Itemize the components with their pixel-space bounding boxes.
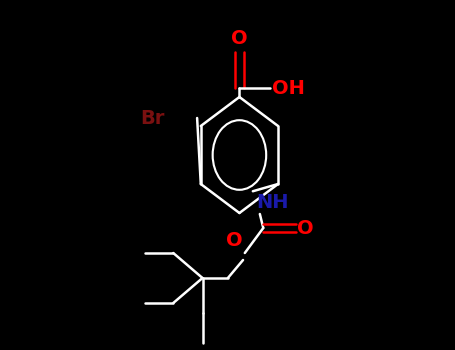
- Text: O: O: [231, 29, 248, 49]
- Text: Br: Br: [140, 108, 165, 127]
- Text: O: O: [227, 231, 243, 250]
- Text: NH: NH: [256, 193, 289, 212]
- Text: OH: OH: [272, 78, 305, 98]
- Text: O: O: [297, 218, 314, 238]
